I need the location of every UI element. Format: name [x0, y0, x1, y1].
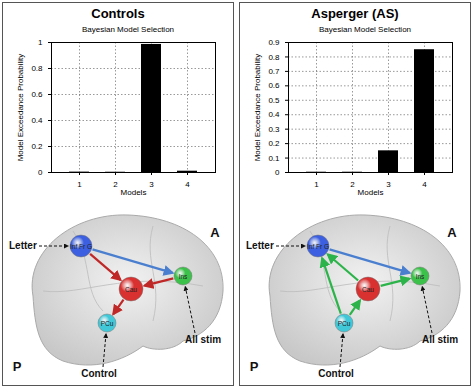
svg-text:P: P	[250, 359, 259, 374]
svg-text:0.2: 0.2	[31, 142, 43, 151]
svg-text:Model Exceedance Probability: Model Exceedance Probability	[253, 54, 262, 162]
svg-text:0.1: 0.1	[268, 154, 280, 163]
svg-text:3: 3	[386, 180, 391, 189]
svg-text:0: 0	[275, 168, 280, 177]
svg-text:Ins: Ins	[179, 273, 188, 280]
svg-text:Cau: Cau	[125, 286, 137, 293]
svg-text:0.4: 0.4	[268, 110, 280, 119]
svg-text:Model Exceedance Probability: Model Exceedance Probability	[16, 54, 25, 162]
svg-text:PCu: PCu	[101, 320, 114, 327]
svg-text:Control: Control	[318, 368, 354, 379]
svg-text:0.4: 0.4	[31, 116, 43, 125]
svg-text:Ins: Ins	[416, 273, 425, 280]
svg-text:Control: Control	[81, 368, 117, 379]
svg-text:0.6: 0.6	[31, 90, 43, 99]
svg-text:0.9: 0.9	[268, 38, 280, 47]
svg-text:0.5: 0.5	[268, 96, 280, 105]
svg-text:All stim: All stim	[185, 334, 221, 345]
svg-text:0: 0	[38, 168, 43, 177]
html-text:Bayesian Model Selection: Bayesian Model Selection	[82, 25, 174, 34]
svg-text:Models: Models	[358, 188, 384, 197]
html-text:Controls: Controls	[91, 6, 145, 21]
svg-text:P: P	[13, 359, 22, 374]
svg-text:2: 2	[113, 180, 118, 189]
svg-text:0.3: 0.3	[268, 125, 280, 134]
svg-text:A: A	[447, 225, 457, 240]
svg-text:All stim: All stim	[422, 334, 458, 345]
svg-text:3: 3	[149, 180, 154, 189]
svg-text:1: 1	[77, 180, 82, 189]
svg-text:1: 1	[38, 38, 43, 47]
svg-text:4: 4	[185, 180, 190, 189]
html-text:Bayesian Model Selection: Bayesian Model Selection	[319, 25, 411, 34]
svg-text:4: 4	[422, 180, 427, 189]
svg-text:Inf Fr G: Inf Fr G	[307, 243, 329, 250]
svg-text:Models: Models	[121, 188, 147, 197]
svg-text:Cau: Cau	[362, 286, 374, 293]
html-text:Asperger (AS): Asperger (AS)	[311, 6, 399, 21]
svg-text:0.7: 0.7	[268, 67, 280, 76]
svg-text:0.6: 0.6	[268, 81, 280, 90]
svg-text:Inf Fr G: Inf Fr G	[70, 243, 92, 250]
svg-text:2: 2	[350, 180, 355, 189]
svg-text:A: A	[210, 225, 220, 240]
svg-text:Letter: Letter	[246, 240, 274, 251]
svg-text:Letter: Letter	[9, 240, 37, 251]
svg-text:0.2: 0.2	[268, 139, 280, 148]
svg-text:0.8: 0.8	[268, 53, 280, 62]
svg-text:PCu: PCu	[338, 320, 351, 327]
svg-text:0.8: 0.8	[31, 64, 43, 73]
svg-text:1: 1	[314, 180, 319, 189]
